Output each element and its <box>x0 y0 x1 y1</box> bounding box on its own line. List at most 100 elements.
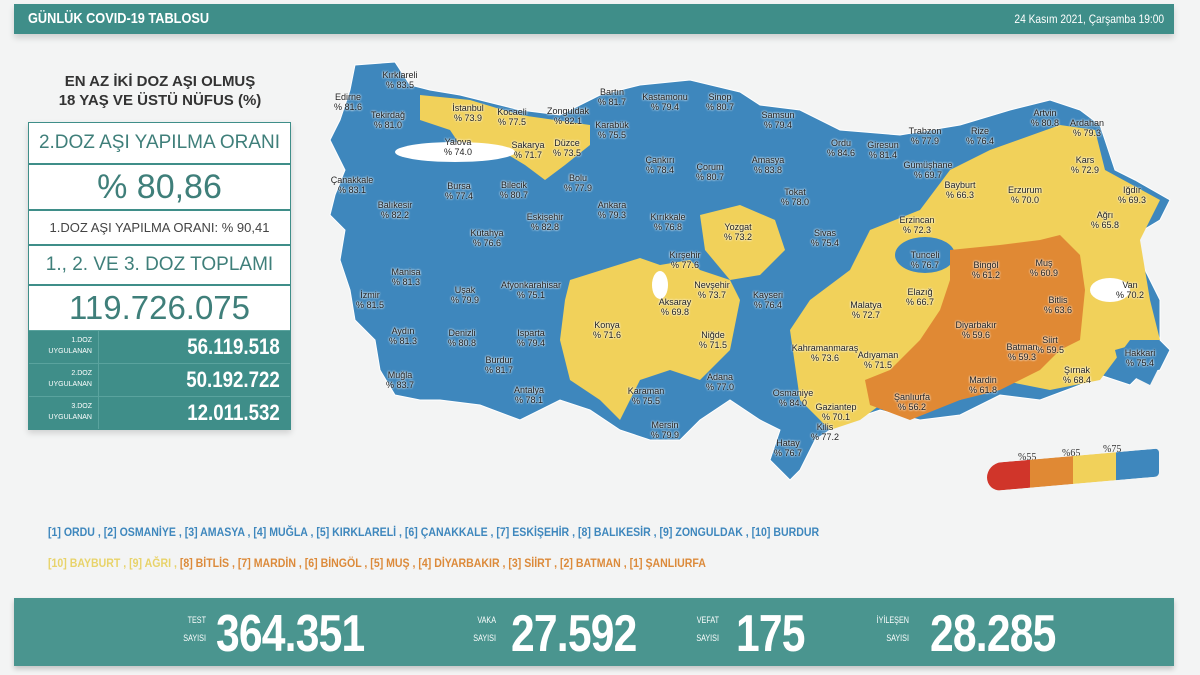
province-label: Mardin% 61.8 <box>969 375 997 395</box>
province-name: İzmir <box>360 290 380 300</box>
legend-label: %65 <box>1062 448 1081 459</box>
stat-label-line: SAYISI <box>886 633 909 643</box>
province-label: Zonguldak% 82.1 <box>547 106 589 126</box>
dose-label: UYGULANAN <box>48 414 92 421</box>
province-name: Kırklareli <box>382 70 418 80</box>
province-name: Erzincan <box>899 215 935 225</box>
province-name: Gümüşhane <box>903 160 953 170</box>
province-name: Burdur <box>485 355 513 365</box>
province-label: Batman% 59.3 <box>1006 342 1037 362</box>
province-value: % 69.3 <box>1117 195 1147 205</box>
province-value: % 77.6 <box>670 260 700 270</box>
province-name: Erzurum <box>1007 185 1043 195</box>
stat-label-line: İYİLEŞEN <box>876 615 909 625</box>
province-name: Bartın <box>599 87 624 97</box>
province-name: Bingöl <box>973 260 999 270</box>
province-value: % 82.8 <box>530 222 560 232</box>
province-value: % 76.6 <box>472 238 502 248</box>
province-label: Isparta% 79.4 <box>517 328 545 348</box>
province-value: % 83.5 <box>385 80 415 90</box>
second-dose-label: 2.DOZ AŞI YAPILMA ORANI <box>29 123 290 165</box>
province-value: % 80.7 <box>705 102 735 112</box>
province-label: Muğla% 83.7 <box>386 370 414 390</box>
stat-label-line: TEST <box>187 615 206 625</box>
province-name: Adana <box>706 372 734 382</box>
legend-label: %55 <box>1018 452 1037 463</box>
province-value: % 84.6 <box>826 148 856 158</box>
province-value: % 76.7 <box>910 260 940 270</box>
vaccine-panel-heading: EN AZ İKİ DOZ AŞI OLMUŞ 18 YAŞ VE ÜSTÜ N… <box>30 72 290 110</box>
province-value: % 76.7 <box>773 448 803 458</box>
province-value: % 79.9 <box>450 295 480 305</box>
province-name: Çorum <box>696 162 724 172</box>
province-value: % 76.4 <box>965 136 995 146</box>
province-label: Denizli% 80.8 <box>448 328 476 348</box>
province-value: % 69.8 <box>660 307 690 317</box>
province-name: Ağrı <box>1096 210 1114 220</box>
province-name: Tunceli <box>910 250 940 260</box>
legend-swatch-red <box>987 459 1030 492</box>
province-value: % 76.4 <box>753 300 783 310</box>
province-value: % 77.2 <box>810 432 840 442</box>
province-name: Karabük <box>595 120 629 130</box>
lake-tuz <box>652 271 668 299</box>
province-label: Nevşehir% 73.7 <box>694 280 730 300</box>
province-name: Amasya <box>751 155 785 165</box>
province-name: Bolu <box>568 173 587 183</box>
province-name: Mersin <box>651 420 679 430</box>
province-label: Amasya% 83.8 <box>752 155 785 175</box>
province-value: % 75.5 <box>597 130 627 140</box>
province-value: % 71.5 <box>698 340 728 350</box>
province-value: % 81.0 <box>373 120 403 130</box>
province-value: % 81.6 <box>333 102 363 112</box>
province-name: Bayburt <box>944 180 976 190</box>
province-value: % 72.9 <box>1070 165 1100 175</box>
province-label: Karaman% 75.5 <box>628 386 665 406</box>
recovered-count: 28.285 <box>930 605 1056 663</box>
province-label: Muş% 60.9 <box>1030 258 1058 278</box>
province-value: % 61.8 <box>968 385 998 395</box>
province-value: % 56.2 <box>897 402 927 412</box>
heading-line: EN AZ İKİ DOZ AŞI OLMUŞ <box>64 73 256 90</box>
province-label: Antalya% 78.1 <box>514 385 544 405</box>
province-name: Zonguldak <box>546 106 590 116</box>
legend-swatch-yellow <box>1073 452 1116 484</box>
province-value: % 73.6 <box>810 353 840 363</box>
province-label: Bitlis% 63.6 <box>1044 295 1072 315</box>
province-name: Düzce <box>554 138 580 148</box>
stat-label: VAKA SAYISI <box>454 611 496 647</box>
province-value: % 61.2 <box>971 270 1001 280</box>
header-bar: GÜNLÜK COVID-19 TABLOSU 24 Kasım 2021, Ç… <box>14 4 1174 34</box>
test-count: 364.351 <box>216 605 365 663</box>
province-label: Kars% 72.9 <box>1071 155 1099 175</box>
province-label: Kilis% 77.2 <box>811 422 839 442</box>
province-value: % 78.1 <box>514 395 544 405</box>
province-name: Gaziantep <box>815 402 857 412</box>
province-value: % 70.1 <box>821 412 851 422</box>
province-label: Tokat% 78.0 <box>781 187 809 207</box>
province-name: Ankara <box>597 200 627 210</box>
province-name: Kırıkkale <box>650 212 686 222</box>
province-name: Iğdır <box>1122 185 1141 195</box>
province-value: % 70.0 <box>1010 195 1040 205</box>
province-value: % 75.4 <box>810 238 840 248</box>
province-value: % 80.8 <box>1030 118 1060 128</box>
dose-value: 12.011.532 <box>187 400 280 425</box>
province-label: Ordu% 84.6 <box>827 138 855 158</box>
province-name: Rize <box>970 126 989 136</box>
province-label: Ağrı% 65.8 <box>1091 210 1119 230</box>
province-value: % 59.6 <box>961 330 991 340</box>
province-name: Sakarya <box>511 140 545 150</box>
province-value: % 77.9 <box>910 136 940 146</box>
province-name: Karaman <box>627 386 665 396</box>
marmara-sea <box>395 142 515 162</box>
province-name: Manisa <box>391 267 421 277</box>
province-name: Kilis <box>816 422 834 432</box>
stat-label-line: VAKA <box>477 615 496 625</box>
province-name: Şanlıurfa <box>893 392 931 402</box>
province-name: Hakkari <box>1124 348 1156 358</box>
province-name: Niğde <box>701 330 725 340</box>
province-name: Ardahan <box>1069 118 1105 128</box>
province-label: Diyarbakır% 59.6 <box>955 320 996 340</box>
report-date: 24 Kasım 2021, Çarşamba 19:00 <box>1014 12 1164 26</box>
